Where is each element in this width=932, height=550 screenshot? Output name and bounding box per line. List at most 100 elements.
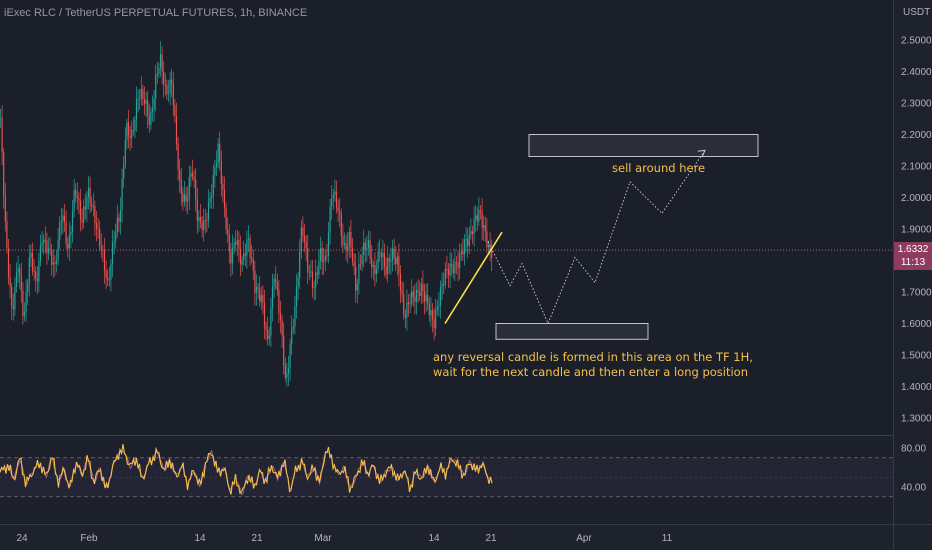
candle-body [350, 231, 352, 249]
candle-body [196, 199, 198, 221]
candle-body [51, 249, 53, 265]
candle-body [289, 344, 291, 368]
symbol-title[interactable]: iExec RLC / TetherUS PERPETUAL FUTURES, … [4, 7, 308, 19]
candle-body [7, 248, 10, 278]
candle-body [359, 264, 362, 265]
candle-body [310, 271, 312, 273]
candle-body [441, 283, 443, 288]
candle-body [419, 292, 421, 296]
candle-body [428, 303, 430, 316]
candle-body [84, 206, 86, 209]
candle-body [294, 306, 296, 327]
candle-body [79, 200, 82, 220]
candle-body [351, 248, 354, 262]
candle-body [14, 286, 16, 310]
candle-body [268, 335, 270, 339]
candle-body [174, 105, 176, 116]
candle-body [470, 231, 472, 235]
candle-body [139, 98, 141, 100]
candle-body [393, 248, 395, 259]
candle-body [375, 269, 378, 274]
candle-body [137, 98, 139, 100]
candle-body [153, 98, 155, 109]
candle-body [39, 245, 42, 261]
price-tick-label: 1.7000 [901, 288, 932, 299]
candle-body [404, 314, 406, 318]
support-trendline[interactable] [444, 231, 503, 324]
candle-body [97, 228, 99, 230]
candle-body [491, 249, 493, 258]
projection-path[interactable] [487, 150, 706, 325]
sell-note[interactable]: sell around here [612, 161, 706, 175]
candle-body [422, 283, 424, 292]
candle-body [87, 187, 90, 198]
candle-body [327, 232, 330, 256]
candle-body [124, 140, 126, 166]
candle-body [118, 217, 120, 222]
candle-body [388, 258, 390, 262]
candle-body [171, 79, 173, 85]
candle-body [204, 219, 206, 221]
candle-body [270, 308, 272, 336]
price-tick-label: 2.3000 [901, 99, 932, 110]
candle-body [212, 175, 214, 197]
candle-body [15, 272, 18, 287]
time-axis[interactable]: 24 Feb 14 21 Mar 14 21 Apr 11 [16, 533, 672, 544]
candle-body [355, 266, 357, 291]
candle-body [60, 220, 62, 223]
buy-zone-box[interactable] [495, 323, 649, 340]
drawings[interactable] [444, 134, 759, 340]
candle-body [148, 116, 150, 125]
candle-body [326, 255, 328, 257]
candle-body [73, 190, 75, 212]
candle-body [262, 295, 264, 303]
candle-body [38, 260, 40, 282]
candle-body [134, 119, 136, 131]
candle-body [193, 176, 195, 180]
candle-body [107, 277, 109, 280]
candle-body [263, 302, 266, 326]
candle-body [303, 235, 306, 242]
candle-body [449, 263, 451, 276]
candle-body [481, 210, 483, 228]
candle-body [364, 242, 366, 250]
candle-body [166, 84, 168, 95]
candle-body [276, 281, 278, 291]
candle-body [219, 143, 221, 161]
sell-zone-box[interactable] [528, 134, 759, 157]
candle-body [396, 256, 398, 265]
candle-body [467, 238, 469, 246]
candle-body [471, 231, 474, 234]
candle-body [100, 246, 102, 250]
candle-body [9, 277, 11, 287]
candle-body [379, 251, 381, 253]
entry-note-line2: wait for the next candle and then enter … [433, 365, 748, 379]
candle-body [199, 217, 202, 223]
candle-body [76, 195, 78, 199]
candle-body [70, 232, 72, 236]
candle-body [417, 290, 419, 293]
candle-body [247, 238, 250, 240]
candle-body [299, 252, 301, 278]
price-axis[interactable]: 2.5000 2.4000 2.3000 2.2000 2.1000 2.0000 1.90… [901, 36, 932, 494]
candle-body [279, 313, 282, 321]
candle-body [103, 250, 106, 271]
candle-body [457, 262, 459, 269]
candle-body [119, 209, 122, 222]
candle-body [366, 248, 368, 250]
candle-body [231, 247, 234, 264]
candle-body [108, 279, 110, 281]
candle-body [281, 320, 283, 336]
candle-body [94, 206, 96, 223]
candle-body [161, 54, 163, 72]
candle-body [374, 264, 376, 274]
candle-body [83, 206, 85, 223]
entry-note[interactable]: any reversal candle is formed in this ar… [433, 350, 753, 380]
candle-body [318, 260, 320, 275]
candle-body [415, 290, 418, 302]
candle-body [89, 187, 91, 205]
candle-body [476, 215, 478, 222]
price-tick-label: 1.4000 [901, 382, 932, 393]
